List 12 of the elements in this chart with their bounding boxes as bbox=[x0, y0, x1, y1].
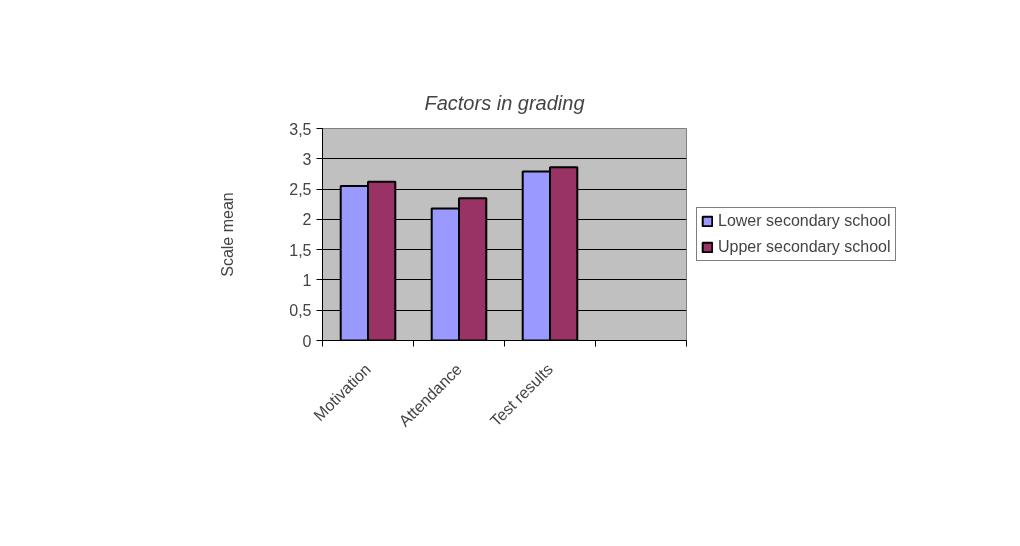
y-axis-title: Scale mean bbox=[219, 192, 237, 277]
y-tick-label: 2,5 bbox=[289, 181, 312, 199]
y-tick-label: 3 bbox=[302, 150, 312, 168]
y-tick-label: 1 bbox=[302, 271, 312, 289]
y-tick-label: 1,5 bbox=[289, 241, 312, 259]
y-tick-label: 2 bbox=[302, 211, 312, 229]
legend-label: Upper secondary school bbox=[718, 238, 891, 256]
y-tick-label: 0,5 bbox=[289, 302, 312, 320]
y-tick-label: 0 bbox=[302, 332, 312, 350]
chart-title: Factors in grading bbox=[424, 91, 585, 114]
legend-label: Lower secondary school bbox=[718, 212, 891, 230]
y-tick-label: 3,5 bbox=[289, 120, 312, 138]
